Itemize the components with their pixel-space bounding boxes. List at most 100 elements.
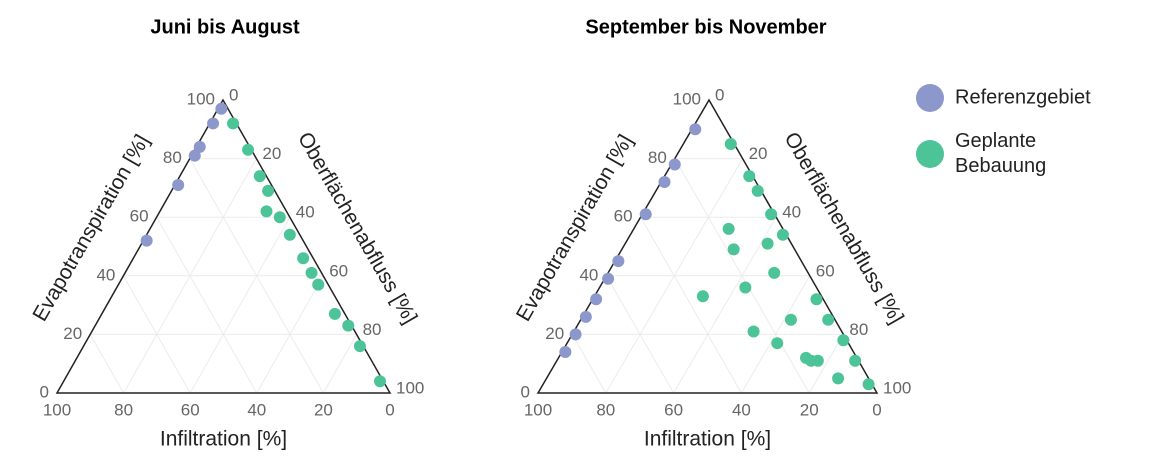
data-point [743,170,756,183]
data-point [822,313,835,326]
data-point [215,102,228,115]
bottom-tick-label: 100 [524,400,552,419]
left-tick-label: 40 [579,265,598,284]
triangle-frame [55,98,392,394]
data-point [776,228,789,241]
left-tick-label: 100 [673,89,701,108]
left-tick-label: 20 [545,324,564,343]
left-tick-label: 60 [614,207,633,226]
data-point [751,184,764,197]
right-tick-label: 60 [329,261,348,280]
data-point [227,117,240,130]
data-point [784,313,797,326]
data-point [722,222,735,235]
data-point [761,237,774,250]
legend-swatch [916,140,944,168]
right-axis-label: Oberflächenabfluss [%] [780,128,908,328]
right-tick-label: 40 [296,203,315,222]
data-point [639,208,652,221]
data-point [696,290,709,303]
legend-swatch [916,84,944,112]
data-point [207,117,220,130]
right-tick-label: 100 [396,378,424,397]
grid-line [189,216,291,394]
right-tick-label: 40 [782,203,801,222]
grid-line [156,216,258,394]
data-point [353,340,366,353]
bottom-tick-label: 0 [385,400,394,419]
data-point [328,307,341,320]
bottom-axis-label: Infiltration [%] [160,428,287,451]
bottom-tick-label: 40 [247,400,266,419]
right-tick-label: 20 [262,144,281,163]
grid-line [673,216,777,394]
data-point [242,143,255,156]
right-tick-label: 0 [715,85,724,104]
data-point [658,176,671,189]
data-point [273,211,286,224]
right-tick-label: 80 [363,320,382,339]
chart-title: Juni bis August [150,16,300,38]
data-point [283,228,296,241]
chart-title: September bis November [585,16,826,38]
left-tick-label: 0 [521,382,530,401]
data-point [832,372,845,385]
bottom-tick-label: 60 [664,400,683,419]
right-tick-label: 80 [849,320,868,339]
bottom-tick-label: 60 [181,400,200,419]
left-tick-label: 0 [40,382,49,401]
bottom-tick-label: 40 [732,400,751,419]
data-point [172,178,185,191]
data-point [140,234,153,247]
grid-line [122,275,191,394]
grid-line [89,334,125,394]
left-tick-label: 80 [648,148,667,167]
grid-line [322,334,358,394]
right-tick-label: 20 [749,144,768,163]
left-tick-label: 80 [163,148,182,167]
grid-line [571,334,607,394]
data-point [305,266,318,279]
data-point [724,137,737,150]
data-point [253,170,266,183]
data-point [373,375,386,388]
bottom-tick-label: 20 [800,400,819,419]
data-point [727,243,740,256]
legend-label-line: Geplante [955,130,1036,152]
bottom-tick-label: 80 [114,400,133,419]
data-point [862,378,875,391]
data-point [810,293,823,306]
legend-label: Referenzgebiet [955,86,1091,108]
data-point [849,354,862,367]
grid-line [605,275,675,394]
data-point [579,310,592,323]
data-point [188,149,201,162]
right-tick-label: 60 [816,261,835,280]
data-point [569,328,582,341]
left-tick-label: 20 [63,324,82,343]
data-point [811,354,824,367]
data-point [262,184,275,197]
grid-line [189,158,324,394]
data-point [765,208,778,221]
bottom-axis-label: Infiltration [%] [644,428,771,451]
data-point [747,325,760,338]
data-point [689,123,702,136]
data-point [193,140,206,153]
data-point [602,272,615,285]
legend-label: Geplante Bebauung [955,130,1046,177]
data-point [559,345,572,358]
grid-line [808,334,844,394]
legend-label-line: Bebauung [955,155,1046,177]
data-point [771,337,784,350]
right-axis-label: Oberflächenabfluss [%] [293,128,421,328]
data-point [260,205,273,218]
right-tick-label: 0 [229,85,238,104]
left-axis-label: Evapotranspiration [%] [512,131,638,325]
data-point [612,255,625,268]
data-point [342,319,355,332]
left-tick-label: 100 [187,89,215,108]
data-point [668,158,681,171]
bottom-tick-label: 80 [596,400,615,419]
